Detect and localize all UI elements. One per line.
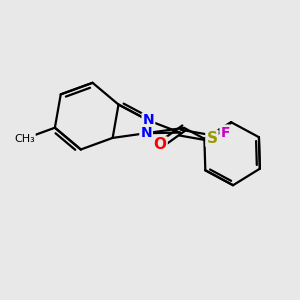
Text: N: N xyxy=(140,126,152,140)
Text: F: F xyxy=(220,125,230,140)
Text: N: N xyxy=(142,113,154,128)
Text: CH₃: CH₃ xyxy=(14,134,35,144)
Text: O: O xyxy=(154,137,166,152)
Text: S: S xyxy=(206,131,218,146)
